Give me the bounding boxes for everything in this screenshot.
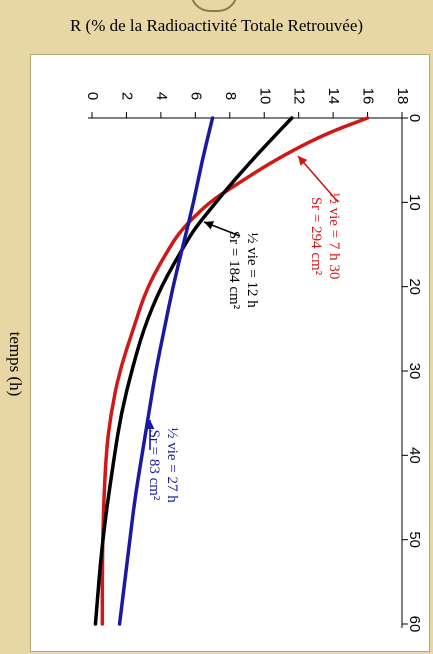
- time-tick-label: 60: [406, 616, 423, 633]
- r-tick-label: 10: [256, 88, 273, 105]
- annotation-arrow-head: [145, 420, 155, 429]
- r-tick-label: 6: [187, 92, 204, 100]
- time-tick-label: 20: [406, 278, 423, 295]
- time-tick-label: 40: [406, 447, 423, 464]
- r-tick-label: 0: [84, 92, 101, 100]
- annotation-arrow-line: [297, 155, 339, 203]
- annotation-half-life: ½ vie = 7 h 30: [326, 193, 342, 280]
- annotation-half-life: ½ vie = 12 h: [244, 232, 260, 308]
- time-tick-label: 0: [406, 114, 423, 122]
- r-tick-label: 12: [291, 88, 308, 105]
- annotation-surface: Sr = 83 cm²: [146, 430, 162, 501]
- r-tick-label: 18: [394, 88, 411, 105]
- r-tick-label: 8: [222, 92, 239, 100]
- annotation-arrow-head: [298, 156, 308, 166]
- r-tick-label: 4: [153, 92, 170, 100]
- series-red-curve: [100, 116, 370, 626]
- annotation-half-life: ½ vie = 27 h: [164, 427, 180, 503]
- time-tick-label: 10: [406, 194, 423, 211]
- series-blue-curve: [117, 116, 215, 626]
- series-annotation: ½ vie = 27 hSr = 83 cm²: [146, 427, 180, 503]
- r-tick-label: 16: [360, 88, 377, 105]
- annotation-surface: Sr = 184 cm²: [226, 231, 242, 310]
- r-tick-label: 14: [325, 88, 342, 105]
- series-annotation: ½ vie = 12 hSr = 184 cm²: [226, 231, 260, 310]
- time-tick-label: 50: [406, 531, 423, 548]
- plot-panel: [30, 54, 430, 652]
- time-tick-label: 30: [406, 363, 423, 380]
- y-axis-label: R (% de la Radioactivité Totale Retrouvé…: [69, 16, 364, 35]
- annotation-arrow-head: [204, 221, 215, 230]
- annotation-surface: Sr = 294 cm²: [308, 197, 324, 276]
- r-tick-label: 2: [118, 92, 135, 100]
